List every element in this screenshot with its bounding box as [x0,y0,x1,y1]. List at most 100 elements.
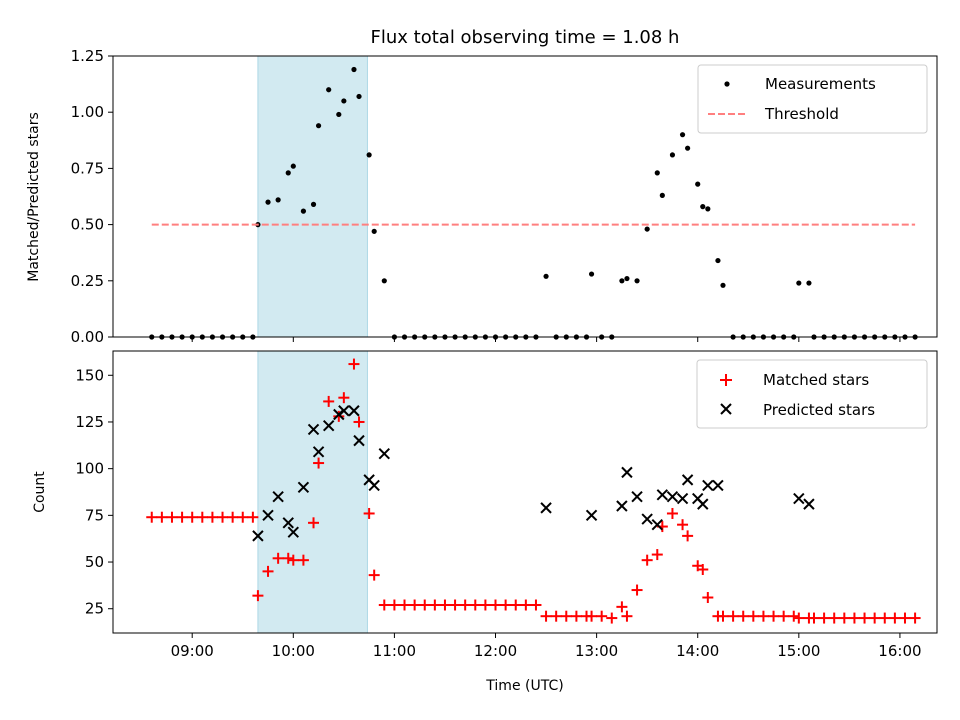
matched-star-marker [540,610,552,622]
x-axis-label: Time (UTC) [485,678,563,694]
matched-star-marker [757,610,769,622]
matched-star-marker [641,554,653,566]
legend-predicted-marker [720,403,732,415]
matched-star-marker [869,612,881,624]
matched-star-marker [793,612,805,624]
predicted-star-marker [348,405,360,417]
measurement-point [300,208,307,214]
matched-star-marker [520,599,532,611]
measurement-point [326,87,332,93]
measurement-point [285,170,291,176]
matched-star-marker [666,507,678,519]
predicted-star-marker [621,466,633,479]
predicted-star-marker [803,498,815,510]
predicted-star-marker [676,492,689,505]
matched-star-marker [156,511,168,523]
matched-star-marker [419,599,431,611]
measurement-point [588,271,595,277]
matched-star-marker [479,599,491,611]
legend-measurements-marker [724,81,730,87]
bottom-plot-frame [112,350,938,634]
y-tick-label: 0.00 [71,328,104,346]
chart-title: Flux total observing time = 1.08 h [371,27,680,48]
measurement-point [336,111,342,118]
matched-star-marker [252,590,264,602]
matched-star-marker [409,599,421,611]
predicted-star-marker [252,530,264,542]
matched-star-marker [768,610,780,622]
matched-star-marker [237,511,249,523]
matched-star-marker [788,610,800,622]
predicted-star-marker [540,502,552,514]
bottom-panel: Count Time (UTC) 25 50 75 100 125 150 09:00 10:… [32,350,938,694]
y-tick-label: 75 [85,506,104,524]
predicted-star-marker [712,479,724,492]
predicted-star-marker [282,517,294,529]
legend-threshold-label: Threshold [764,105,839,123]
measurement-point [381,278,387,284]
matched-star-marker [176,511,188,523]
matched-star-marker [616,601,628,613]
predicted-star-marker [297,481,310,494]
y-tick-label: 150 [75,366,104,384]
predicted-star-marker [793,492,805,505]
predicted-star-marker [666,490,679,503]
predicted-star-marker [681,474,694,486]
matched-star-marker [651,549,663,561]
y-tick-label: 0.75 [71,159,104,177]
measurement-point [654,170,660,176]
x-tick-label: 10:00 [272,642,315,660]
matched-star-marker [348,358,360,370]
matched-star-marker [469,599,481,611]
matched-star-marker [899,612,911,624]
predicted-star-marker [368,479,380,492]
predicted-star-marker [307,423,320,436]
matched-star-marker [727,610,739,622]
matched-star-marker [586,610,598,622]
matched-star-marker [272,552,284,564]
bottom-legend: Matched stars Predicted stars [696,359,928,429]
predicted-star-marker [651,518,663,531]
matched-star-marker [363,507,375,519]
matched-star-marker [206,511,218,523]
measurement-point [624,275,630,282]
predicted-star-marker [631,490,643,503]
matched-star-marker [323,395,335,407]
matched-star-marker [308,517,320,529]
y-tick-label: 1.25 [71,47,104,65]
matched-star-marker [186,511,198,523]
matched-star-marker [510,599,522,611]
matched-star-marker [333,410,345,422]
matched-star-marker [889,612,901,624]
y-tick-label: 0.50 [71,216,104,234]
predicted-star-marker [272,490,284,503]
matched-star-marker [697,564,709,576]
matched-star-marker [399,599,411,611]
measurement-point [315,123,322,129]
matched-star-marker [530,599,542,611]
matched-star-marker [808,612,820,624]
measurement-point [669,152,676,158]
measurement-point [341,98,347,104]
matched-star-marker [682,530,694,542]
predicted-star-marker [312,446,325,458]
predicted-star-marker [616,500,628,512]
matched-star-marker [570,610,582,622]
measurement-point [265,199,271,205]
top-plot-frame [112,55,938,338]
measurement-point [796,280,802,286]
predicted-star-marker [697,498,709,510]
matched-star-marker [621,610,633,622]
predicted-star-marker [585,509,598,522]
matched-star-marker [838,612,850,624]
bottom-y-axis-label: Count [32,471,48,513]
x-tick-label: 09:00 [171,642,214,660]
matched-star-marker [338,392,350,404]
matched-star-marker [500,599,512,611]
legend-predicted-label: Predicted stars [763,401,875,419]
legend-matched-marker [720,374,732,386]
measurement-point [700,204,706,210]
matched-star-marker [217,511,229,523]
matched-star-marker [828,612,840,624]
